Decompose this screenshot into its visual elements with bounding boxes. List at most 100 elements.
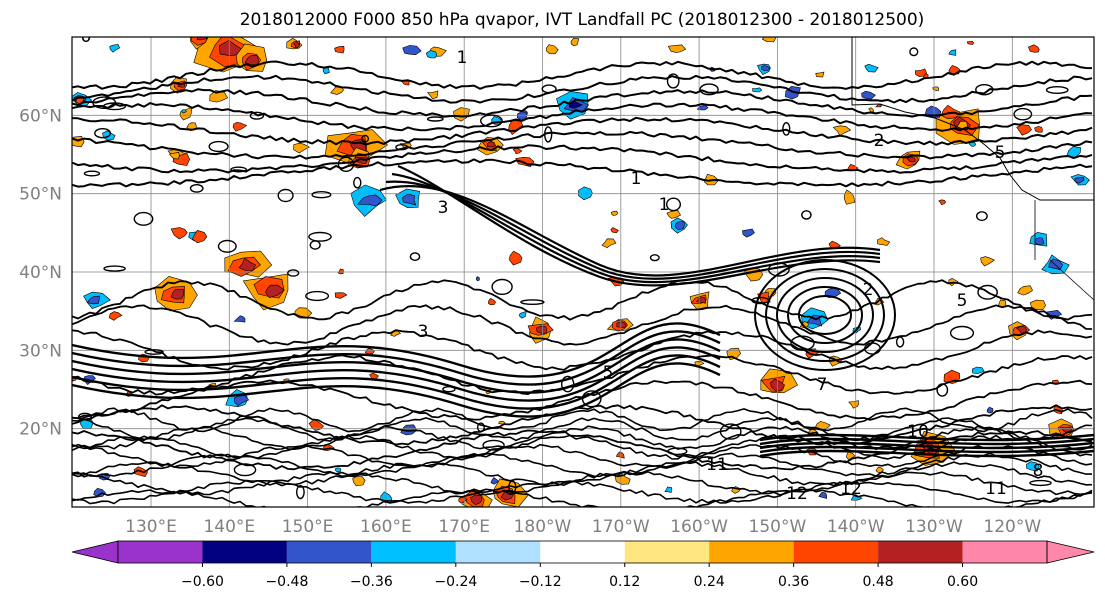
anomaly-blob bbox=[168, 152, 180, 160]
lon-tick-label: 140°E bbox=[203, 517, 255, 537]
contour-line bbox=[936, 383, 949, 397]
colorbar-segment bbox=[793, 541, 879, 563]
contour-line bbox=[72, 470, 1093, 496]
contour-line bbox=[798, 295, 852, 335]
anomaly-blob bbox=[815, 71, 825, 78]
contour-label: 1 bbox=[631, 169, 642, 189]
contour-line bbox=[72, 354, 721, 410]
lon-tick-label: 170°W bbox=[592, 517, 650, 537]
colorbar-segment bbox=[371, 541, 456, 563]
colorbar-tick-label: −0.12 bbox=[519, 574, 562, 590]
contour-label: 10 bbox=[907, 422, 929, 442]
anomaly-blob bbox=[971, 366, 985, 374]
anomaly-blob bbox=[486, 141, 496, 148]
anomaly-blob bbox=[1016, 124, 1033, 136]
contour-label: 7 bbox=[817, 375, 828, 395]
anomaly-blob bbox=[365, 347, 375, 355]
anomaly-blob bbox=[752, 87, 763, 93]
anomaly-blob bbox=[109, 44, 121, 53]
anomaly-blob bbox=[238, 257, 256, 271]
lat-tick-label: 30°N bbox=[19, 341, 62, 361]
contour-line bbox=[581, 390, 602, 408]
anomaly-blob bbox=[487, 298, 496, 306]
contour-line bbox=[666, 73, 680, 89]
anomaly-blob bbox=[352, 476, 366, 487]
contour-line bbox=[787, 286, 863, 344]
ivt-contours bbox=[72, 47, 1094, 507]
contour-line bbox=[72, 60, 1093, 90]
lon-tick-label: 130°W bbox=[905, 517, 963, 537]
anomaly-blob bbox=[219, 40, 244, 57]
colorbar-segment bbox=[286, 541, 372, 563]
contour-label: 11 bbox=[706, 455, 728, 475]
contour-line bbox=[208, 140, 229, 153]
colorbar-segment bbox=[455, 541, 541, 563]
anomaly-blob bbox=[742, 228, 755, 238]
contour-line bbox=[337, 156, 355, 173]
colorbar-frame bbox=[117, 540, 1048, 564]
contour-line bbox=[1045, 85, 1069, 94]
coastline bbox=[1034, 200, 1094, 301]
anomaly-blob bbox=[864, 63, 879, 73]
contour-line bbox=[544, 126, 553, 143]
anomaly-blob bbox=[490, 477, 499, 485]
contour-label: 2 bbox=[874, 131, 885, 151]
anomaly-blob bbox=[535, 325, 547, 335]
colorbar-segment bbox=[118, 541, 203, 563]
contour-line bbox=[72, 416, 1093, 442]
contour-line bbox=[482, 439, 505, 451]
contour-line bbox=[395, 143, 409, 151]
anomaly-blob bbox=[265, 284, 285, 299]
anomaly-blob bbox=[518, 310, 527, 319]
colorbar: −0.60 −0.48 −0.36 −0.24 −0.12 0.12 0.24 0.36 0.4… bbox=[71, 540, 1095, 590]
anomaly-blob bbox=[232, 121, 248, 132]
colorbar-tick-label: −0.36 bbox=[350, 574, 393, 590]
anomaly-blob bbox=[93, 487, 106, 498]
contour-line bbox=[94, 127, 112, 139]
contour-label: 0 bbox=[81, 27, 92, 47]
anomaly-blob bbox=[967, 40, 974, 45]
anomaly-blob bbox=[818, 491, 828, 499]
anomaly-blob bbox=[545, 44, 559, 55]
anomaly-blob bbox=[357, 194, 383, 207]
anomaly-blob bbox=[86, 295, 100, 305]
anomaly-blob bbox=[948, 49, 957, 56]
contour-label: 11 bbox=[985, 479, 1007, 499]
contour-line bbox=[305, 290, 330, 302]
lon-tick-label: 120°W bbox=[983, 517, 1041, 537]
colorbar-tick-label: 0.12 bbox=[609, 574, 640, 590]
contour-line bbox=[508, 480, 517, 494]
contour-line bbox=[361, 134, 369, 143]
contour-label: 3 bbox=[418, 322, 429, 342]
contour-line bbox=[72, 279, 1093, 321]
colorbar-tick-label: 0.48 bbox=[863, 574, 894, 590]
contour-line bbox=[72, 130, 1093, 160]
lon-tick-labels: 130°E 140°E 150°E 160°E 170°E 180°W 170°W 160°W… bbox=[125, 517, 1041, 537]
lon-tick-label: 140°W bbox=[827, 517, 885, 537]
contour-line bbox=[72, 74, 1093, 104]
contour-line bbox=[92, 96, 117, 109]
colorbar-tick-label: 0.36 bbox=[778, 574, 809, 590]
contour-line bbox=[949, 325, 975, 341]
anomaly-blob bbox=[426, 90, 439, 100]
contour-line bbox=[72, 158, 1093, 188]
anomaly-blob bbox=[986, 406, 994, 414]
contour-line bbox=[72, 362, 721, 418]
contour-line bbox=[561, 375, 575, 393]
contour-line bbox=[249, 111, 265, 120]
lat-tick-label: 40°N bbox=[19, 263, 62, 283]
contour-label: 3 bbox=[438, 198, 449, 218]
anomaly-blob bbox=[761, 65, 771, 72]
contour-label: 2 bbox=[863, 280, 874, 300]
anomaly-blob bbox=[1074, 176, 1085, 184]
contour-line bbox=[72, 488, 1093, 507]
anomaly-blob bbox=[170, 288, 184, 300]
anomaly-blob bbox=[664, 486, 673, 493]
anomaly-blob bbox=[293, 142, 310, 154]
anomaly-blob bbox=[475, 276, 480, 282]
contour-line bbox=[976, 211, 988, 222]
contour-line bbox=[479, 114, 503, 128]
contour-line bbox=[72, 116, 1093, 146]
anomaly-blob bbox=[1029, 299, 1046, 311]
